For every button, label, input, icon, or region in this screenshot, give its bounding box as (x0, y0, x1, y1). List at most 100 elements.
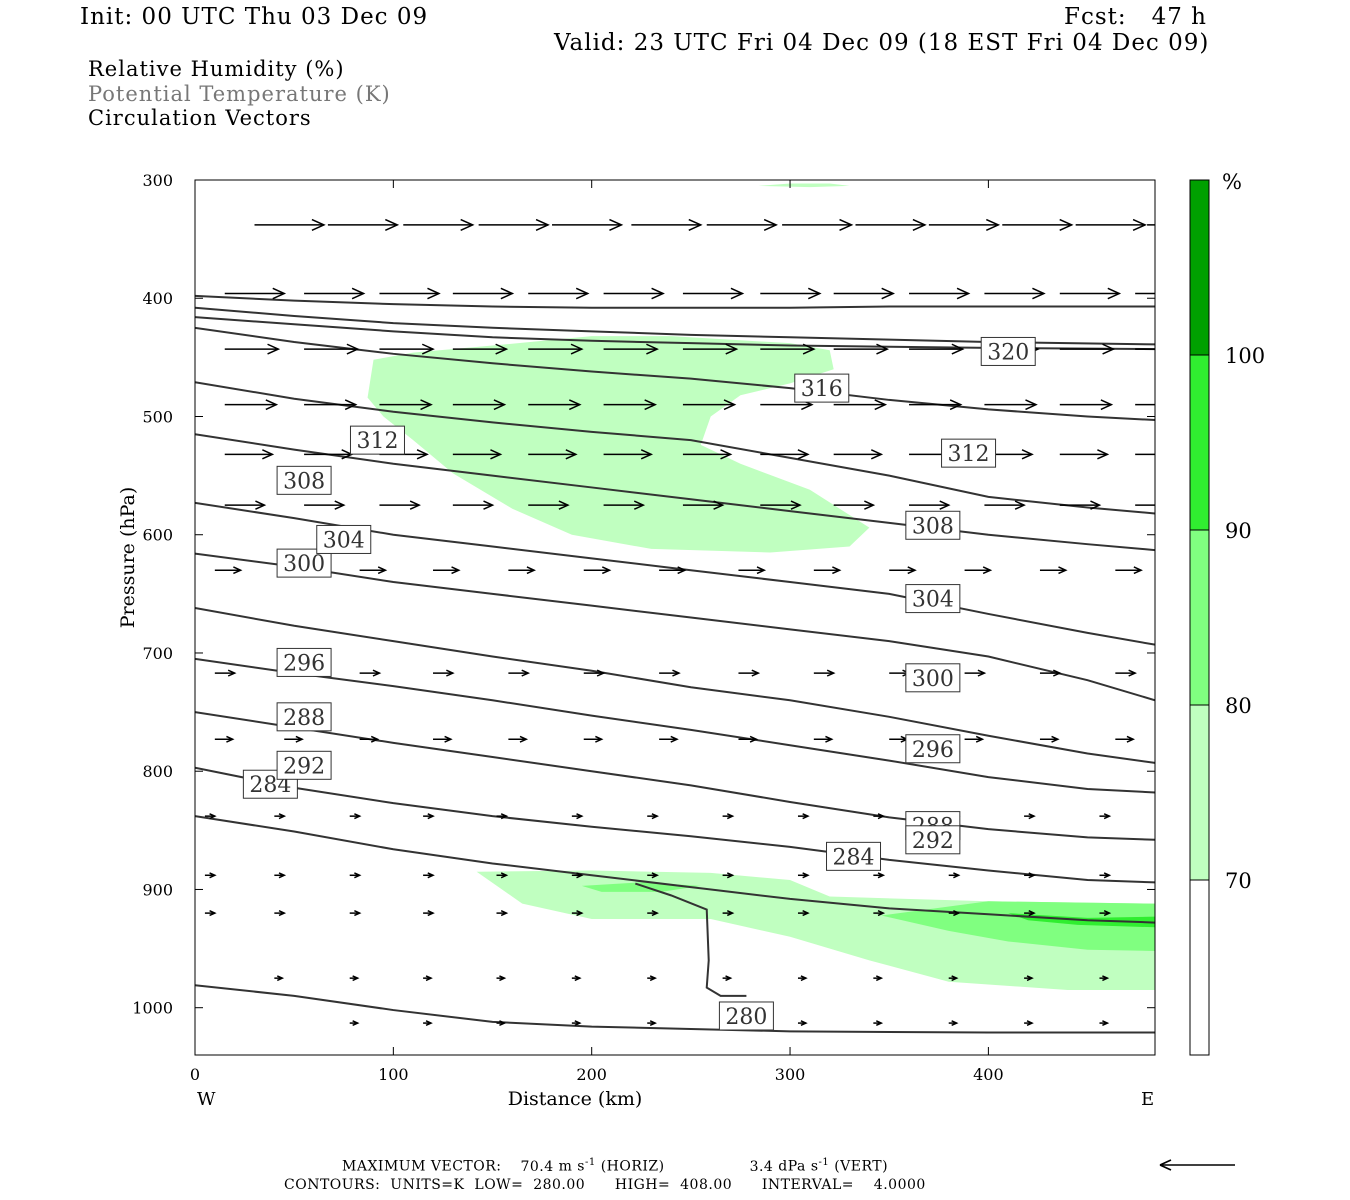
vector-head (651, 872, 659, 879)
vector-head (255, 500, 267, 510)
circulation-vector (304, 500, 346, 510)
vector-head (800, 975, 808, 982)
contour-label-text: 316 (801, 377, 843, 402)
circulation-vector (647, 1020, 657, 1027)
circulation-vector (1099, 813, 1112, 820)
y-axis-label: Pressure (hPa) (117, 487, 139, 629)
colorbar-label: 100 (1225, 344, 1265, 368)
vector-head (421, 343, 435, 355)
circulation-vector (583, 669, 606, 677)
vector-head (825, 735, 834, 743)
contour-label-280: 280 (718, 1001, 774, 1031)
theta-contour-280 (195, 984, 1155, 1034)
circulation-vector (423, 975, 433, 982)
contour-label-text: 304 (912, 588, 954, 613)
circulation-vector (349, 1020, 360, 1027)
contour-label-box (905, 510, 961, 540)
contour-label-text: 288 (283, 706, 325, 731)
colorbar-segment (1189, 354, 1210, 531)
circulation-vector (204, 910, 217, 917)
contour-label-text: 292 (283, 754, 325, 779)
vector-head (1107, 287, 1122, 300)
vector-head (267, 343, 281, 355)
vector-head (756, 566, 767, 575)
circulation-vector (682, 449, 733, 460)
vector-head (730, 287, 745, 300)
contour-label-292: 292 (905, 825, 961, 855)
circulation-vector (423, 872, 435, 879)
circulation-vector (948, 910, 961, 917)
vector-head (334, 500, 346, 510)
vector-head (499, 975, 507, 982)
circulation-vector (797, 1020, 808, 1027)
vector-head (209, 813, 217, 820)
vector-head (352, 1020, 360, 1027)
vector-head (446, 669, 455, 677)
circulation-vector (603, 500, 646, 510)
circulation-vector (1135, 292, 1155, 295)
forecast-hour: Fcst: 47 h (1064, 4, 1207, 30)
vector-head (1166, 501, 1175, 509)
circulation-vector (496, 910, 509, 917)
circulation-vector (452, 343, 509, 355)
circulation-vector (603, 287, 665, 300)
theta-contour (195, 294, 1155, 309)
vector-head (726, 813, 735, 820)
vector-head (575, 287, 590, 300)
circulation-vector (682, 343, 739, 355)
y-tick-label: 300 (142, 171, 173, 190)
vector-head (1028, 910, 1036, 917)
circulation-vector (948, 872, 961, 879)
vector-head (601, 566, 612, 575)
vector-head (953, 910, 961, 917)
vector-head (832, 566, 842, 575)
vector-head (877, 910, 886, 917)
circulation-vector (659, 566, 687, 575)
vector-head (295, 735, 304, 743)
vector-head (278, 872, 287, 879)
vector-head (370, 735, 380, 743)
circulation-vector (1024, 813, 1036, 820)
circulation-vector (1059, 399, 1114, 411)
contour-label-text: 304 (323, 528, 365, 553)
circulation-vector (349, 813, 362, 820)
contour-label-308: 308 (905, 510, 961, 540)
circulation-vector (274, 975, 285, 982)
circulation-vector (327, 218, 400, 232)
vert-unit: dPa s (778, 1158, 819, 1175)
vector-head (558, 500, 570, 510)
max-vector-label: MAXIMUM VECTOR: (342, 1158, 502, 1175)
circulation-vector (1115, 566, 1143, 575)
circulation-vector (1039, 566, 1068, 575)
circulation-vector (889, 735, 909, 743)
vector-head (565, 449, 578, 460)
contour-label-text: 292 (912, 829, 954, 854)
contour-label-288: 288 (276, 702, 332, 732)
vector-head (1058, 566, 1068, 575)
vector-head (956, 287, 971, 300)
contour-label-284: 284 (826, 841, 882, 871)
contour-label-text: 308 (912, 514, 954, 539)
x-west-label: W (197, 1089, 216, 1110)
circulation-vector (760, 287, 822, 300)
vector-head (1028, 813, 1036, 820)
vector-head (1178, 344, 1189, 354)
theta-contour (195, 306, 1155, 346)
vector-head (802, 872, 810, 879)
x-axis-label: Distance (km) (508, 1088, 643, 1110)
vector-head (1026, 1020, 1034, 1027)
vector-head (875, 1020, 884, 1027)
vector-head (609, 218, 624, 232)
circulation-vector (964, 669, 987, 677)
vector-head (500, 910, 509, 917)
vert-value: 3.4 (749, 1158, 774, 1175)
vector-head (272, 287, 287, 300)
circulation-vector (552, 218, 624, 232)
vector-head (1102, 343, 1116, 355)
circulation-vector (603, 399, 657, 411)
circulation-vector (304, 287, 366, 300)
vector-head (802, 343, 816, 355)
vector-head (576, 872, 584, 879)
circulation-vector (1135, 403, 1155, 406)
circulation-vector (274, 813, 287, 820)
